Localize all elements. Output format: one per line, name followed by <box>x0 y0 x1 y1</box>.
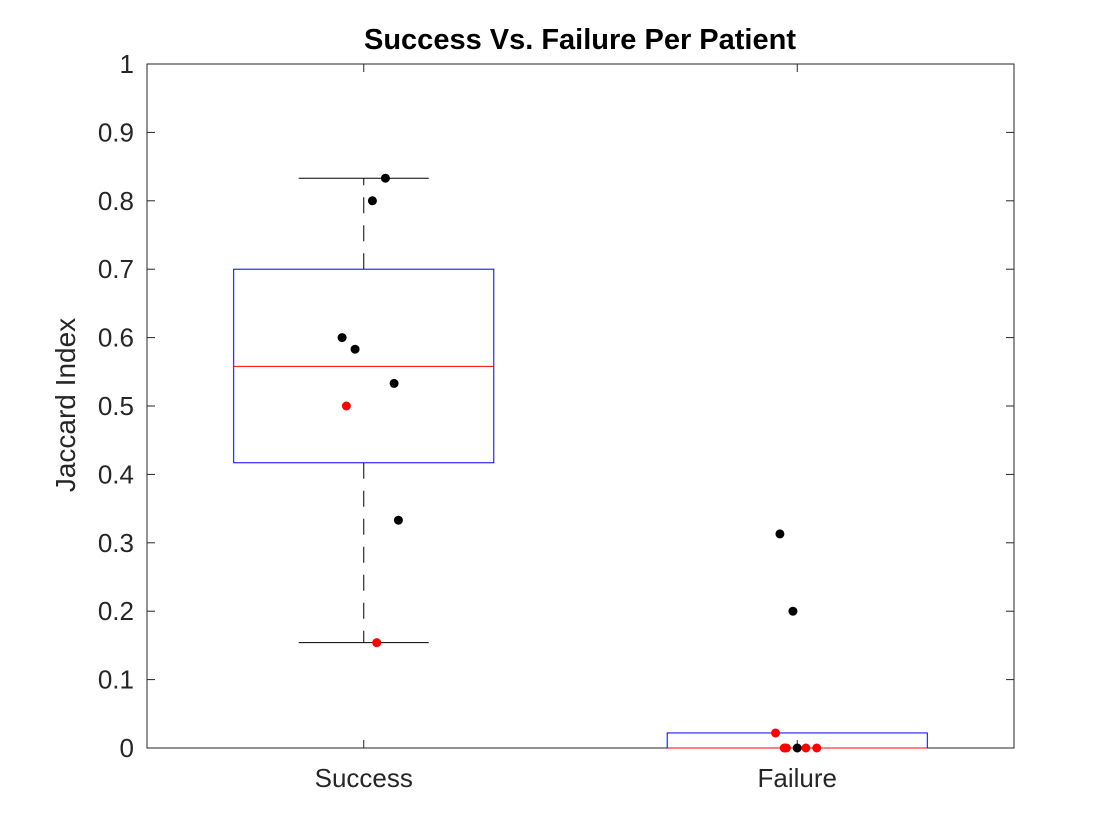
data-point <box>788 606 798 616</box>
axes-frame <box>146 63 1015 749</box>
y-tick-label: 0.2 <box>98 596 134 626</box>
plot-area: 0 0.1 0.2 0.3 0.4 0.5 0.6 0.7 0.8 0.9 1 Success Fail… <box>98 49 1015 793</box>
y-tick-label: 0.8 <box>98 186 134 216</box>
y-tick-label: 0.7 <box>98 254 134 284</box>
data-point <box>380 173 390 183</box>
x-tick-label: Success <box>315 763 413 793</box>
y-tick-label: 0.4 <box>98 459 134 489</box>
y-tick-label: 0.3 <box>98 528 134 558</box>
data-point <box>367 196 377 206</box>
y-axis-label: Jaccard Index <box>50 318 81 492</box>
data-point <box>812 743 822 753</box>
data-point <box>372 638 382 648</box>
chart-title: Success Vs. Failure Per Patient <box>364 24 796 56</box>
y-tick-label: 0.9 <box>98 117 134 147</box>
data-point <box>350 344 360 354</box>
data-point <box>775 529 785 539</box>
y-tick-label: 0.5 <box>98 391 134 421</box>
data-point <box>337 333 347 343</box>
y-tick-label: 1 <box>120 49 134 79</box>
data-point <box>393 515 403 525</box>
y-tick-label: 0.1 <box>98 665 134 695</box>
y-tick-label: 0 <box>120 733 134 763</box>
x-tick-label: Failure <box>758 763 837 793</box>
data-point <box>389 378 399 388</box>
data-point <box>801 743 811 753</box>
data-point <box>341 401 351 411</box>
data-point <box>792 743 802 753</box>
data-point <box>781 743 791 753</box>
y-tick-label: 0.6 <box>98 323 134 353</box>
data-point <box>771 728 781 738</box>
